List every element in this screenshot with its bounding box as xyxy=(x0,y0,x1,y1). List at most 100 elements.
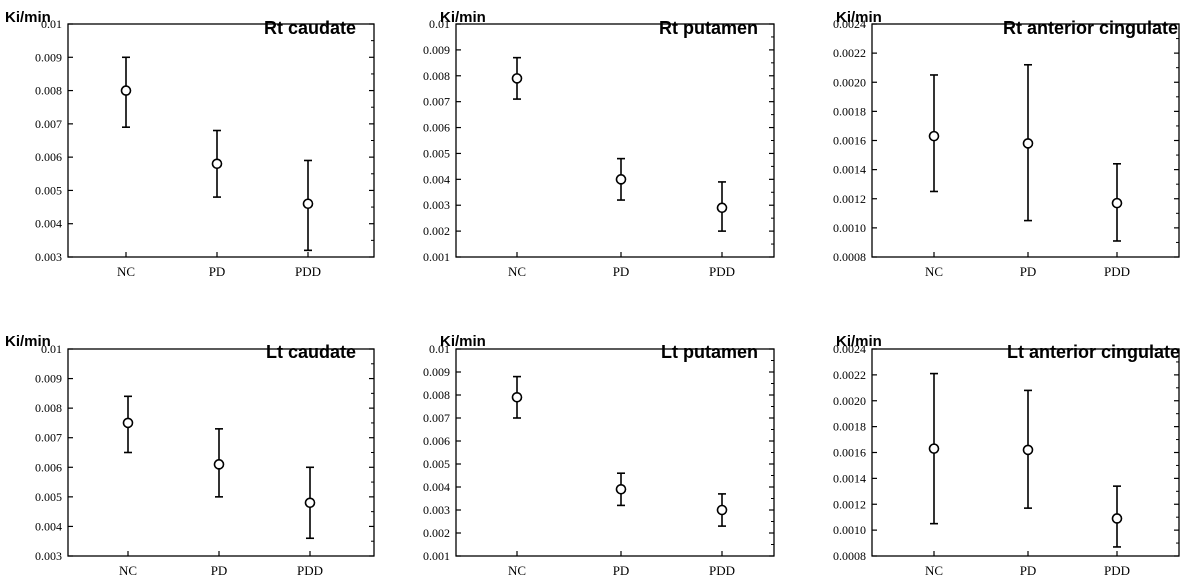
x-tick-label: PDD xyxy=(1104,563,1130,578)
y-tick-label: 0.007 xyxy=(35,117,62,131)
y-axis-label: Ki/min xyxy=(836,333,882,350)
y-axis-label: Ki/min xyxy=(440,333,486,350)
y-tick-label: 0.0022 xyxy=(833,46,866,60)
y-tick-label: 0.006 xyxy=(35,150,62,164)
y-tick-label: 0.009 xyxy=(35,50,62,64)
y-tick-label: 0.01 xyxy=(429,342,450,356)
y-tick-label: 0.0018 xyxy=(833,420,866,434)
y-tick-label: 0.0024 xyxy=(833,17,866,31)
y-tick-label: 0.0016 xyxy=(833,134,866,148)
y-tick-label: 0.002 xyxy=(423,224,450,238)
chart-panel-0: Ki/min Rt caudate 0.003 0.004 0.005 0.006 0.00… xyxy=(5,9,375,279)
x-tick-label: PDD xyxy=(1104,264,1130,279)
x-tick-label: NC xyxy=(117,264,135,279)
plot-frame xyxy=(67,23,375,258)
y-tick-label: 0.0014 xyxy=(833,471,866,485)
x-tick-label: NC xyxy=(119,563,137,578)
data-point xyxy=(211,158,223,170)
x-tick-label: NC xyxy=(925,563,943,578)
x-tick-label: PD xyxy=(209,264,226,279)
y-tick-label: 0.004 xyxy=(35,519,62,533)
data-point xyxy=(213,459,225,470)
data-point xyxy=(1022,444,1034,456)
y-tick-label: 0.003 xyxy=(423,503,450,517)
y-tick-label: 0.01 xyxy=(429,17,450,31)
data-point xyxy=(122,417,134,429)
y-tick-label: 0.0010 xyxy=(833,523,866,537)
y-tick-label: 0.003 xyxy=(423,198,450,212)
y-tick-label: 0.004 xyxy=(423,480,450,494)
data-point xyxy=(1111,513,1123,524)
y-tick-label: 0.008 xyxy=(423,69,450,83)
y-tick-label: 0.0012 xyxy=(833,497,866,511)
y-tick-label: 0.008 xyxy=(35,84,62,98)
y-tick-label: 0.0012 xyxy=(833,192,866,206)
y-tick-label: 0.003 xyxy=(35,250,62,264)
x-tick-label: PD xyxy=(613,264,630,279)
y-tick-label: 0.009 xyxy=(35,372,62,386)
chart-panel-4: Ki/min Lt putamen 0.001 0.002 0.003 0.004 0.00… xyxy=(423,333,775,578)
y-tick-label: 0.0010 xyxy=(833,221,866,235)
chart-title: Rt putamen xyxy=(659,18,758,38)
y-tick-label: 0.001 xyxy=(423,549,450,563)
y-tick-label: 0.009 xyxy=(423,365,450,379)
y-tick-label: 0.0024 xyxy=(833,342,866,356)
y-tick-label: 0.005 xyxy=(35,183,62,197)
y-tick-label: 0.0020 xyxy=(833,75,866,89)
y-tick-label: 0.0016 xyxy=(833,446,866,460)
y-tick-label: 0.002 xyxy=(423,526,450,540)
data-point xyxy=(511,391,523,403)
y-tick-label: 0.003 xyxy=(35,549,62,563)
y-tick-label: 0.01 xyxy=(41,342,62,356)
chart-title: Rt anterior cingulate xyxy=(1003,18,1178,38)
chart-title: Lt caudate xyxy=(266,342,356,362)
data-point xyxy=(615,483,627,495)
y-tick-label: 0.0020 xyxy=(833,394,866,408)
data-point xyxy=(302,198,314,210)
x-tick-label: PDD xyxy=(295,264,321,279)
x-tick-label: NC xyxy=(508,563,526,578)
data-point xyxy=(120,85,132,96)
y-tick-label: 0.007 xyxy=(35,431,62,445)
plot-frame xyxy=(455,348,775,557)
y-tick-label: 0.004 xyxy=(423,172,450,186)
data-point xyxy=(1022,138,1034,149)
chart-title: Lt putamen xyxy=(661,342,758,362)
y-tick-label: 0.0014 xyxy=(833,163,866,177)
chart-title: Rt caudate xyxy=(264,18,356,38)
x-tick-label: PD xyxy=(1020,264,1037,279)
chart-panel-3: Ki/min Lt caudate 0.003 0.004 0.005 0.006 0.00… xyxy=(5,333,375,578)
y-axis-label: Ki/min xyxy=(5,333,51,350)
chart-panel-5: Ki/min Lt anterior cingulate 0.0008 0.0010 0… xyxy=(833,333,1180,578)
y-tick-label: 0.008 xyxy=(423,388,450,402)
y-tick-label: 0.006 xyxy=(423,121,450,135)
data-point xyxy=(1111,197,1123,209)
data-point xyxy=(511,73,523,84)
x-tick-label: NC xyxy=(508,264,526,279)
y-axis-label: Ki/min xyxy=(5,9,51,26)
y-tick-label: 0.007 xyxy=(423,95,450,109)
y-tick-label: 0.0008 xyxy=(833,549,866,563)
y-tick-label: 0.007 xyxy=(423,411,450,425)
data-point xyxy=(716,202,728,214)
y-tick-label: 0.006 xyxy=(35,460,62,474)
x-tick-label: PD xyxy=(211,563,228,578)
data-point xyxy=(928,130,940,142)
x-tick-label: PDD xyxy=(709,563,735,578)
y-tick-label: 0.001 xyxy=(423,250,450,264)
y-tick-label: 0.0022 xyxy=(833,368,866,382)
y-tick-label: 0.01 xyxy=(41,17,62,31)
x-tick-label: NC xyxy=(925,264,943,279)
x-tick-label: PDD xyxy=(709,264,735,279)
y-tick-label: 0.005 xyxy=(35,490,62,504)
data-point xyxy=(716,504,728,516)
y-tick-label: 0.005 xyxy=(423,457,450,471)
x-tick-label: PDD xyxy=(297,563,323,578)
x-tick-label: PD xyxy=(613,563,630,578)
data-point xyxy=(615,174,627,185)
data-point xyxy=(928,443,940,454)
y-tick-label: 0.004 xyxy=(35,217,62,231)
data-point xyxy=(304,497,316,509)
plot-frame xyxy=(67,348,375,557)
